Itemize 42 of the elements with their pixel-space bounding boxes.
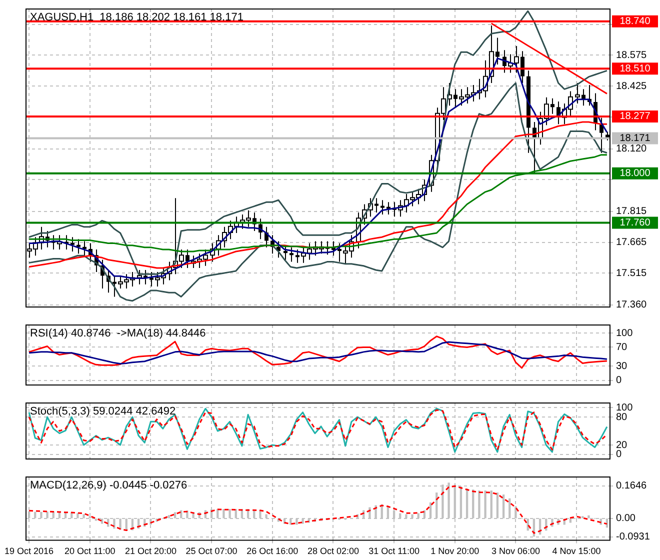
y-tick-label: 100 bbox=[616, 328, 634, 339]
chart-title: RSI(14) 40.8746 ->MA(18) 44.8446 bbox=[30, 328, 206, 340]
y-tick-label: 30 bbox=[616, 360, 628, 372]
y-tick-label: 17.515 bbox=[616, 268, 648, 279]
y-tick-label: 80 bbox=[616, 412, 628, 423]
y-tick-label: 17.665 bbox=[616, 237, 648, 248]
chart-title: Stoch(5,3,3) 59.0244 42.6492 bbox=[30, 406, 176, 418]
x-tick-label: 26 Oct 16:00 bbox=[246, 546, 298, 556]
y-tick-label: -0.0931 bbox=[616, 532, 650, 543]
candlestick bbox=[380, 200, 384, 216]
y-tick-label: 100 bbox=[616, 402, 634, 414]
chart-title: XAGUSD,H1 18.186 18.202 18.161 18.171 bbox=[30, 12, 244, 24]
x-tick-label: 1 Nov 20:00 bbox=[430, 546, 480, 556]
ref-line-label: 18.171 bbox=[620, 133, 651, 144]
chart-title: MACD(12,26,9) -0.0445 -0.0276 bbox=[30, 480, 188, 492]
x-tick-label: 25 Oct 07:00 bbox=[186, 546, 238, 556]
y-tick-label: 18.425 bbox=[616, 80, 648, 92]
x-tick-label: 3 Nov 06:00 bbox=[491, 546, 540, 556]
ref-line-label: 17.760 bbox=[620, 217, 651, 228]
y-tick-label: 17.360 bbox=[616, 300, 648, 311]
ref-line-label: 18.510 bbox=[620, 63, 651, 74]
candlestick bbox=[284, 244, 288, 260]
ref-line-label: 18.740 bbox=[620, 16, 651, 28]
y-tick-label: 0.00 bbox=[616, 513, 636, 524]
x-tick-label: 21 Oct 20:00 bbox=[124, 546, 176, 556]
ref-line-label: 18.000 bbox=[620, 168, 651, 180]
y-tick-label: 0 bbox=[616, 375, 622, 386]
x-tick-label: 20 Oct 11:00 bbox=[64, 546, 116, 556]
y-tick-label: 18.120 bbox=[616, 144, 648, 154]
candlestick bbox=[290, 246, 294, 262]
y-tick-label: 20 bbox=[616, 440, 628, 451]
x-tick-label: 4 Nov 15:00 bbox=[552, 546, 601, 556]
y-tick-label: 0 bbox=[616, 449, 622, 460]
y-tick-label: 70 bbox=[616, 342, 628, 353]
x-tick-label: 31 Oct 11:00 bbox=[368, 546, 420, 556]
y-tick-label: 17.815 bbox=[616, 206, 648, 218]
x-tick-label: 28 Oct 02:00 bbox=[307, 546, 359, 556]
x-tick-label: 19 Oct 2016 bbox=[4, 546, 54, 556]
y-tick-label: 18.575 bbox=[616, 50, 648, 61]
candlestick bbox=[332, 240, 336, 256]
y-tick-label: 0.1646 bbox=[616, 480, 648, 492]
ref-line-label: 18.277 bbox=[620, 111, 651, 122]
